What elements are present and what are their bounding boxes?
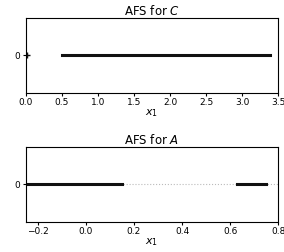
- Title: AFS for $A$: AFS for $A$: [124, 133, 179, 147]
- X-axis label: $x_1$: $x_1$: [145, 107, 158, 119]
- X-axis label: $x_1$: $x_1$: [145, 236, 158, 248]
- Title: AFS for $C$: AFS for $C$: [124, 4, 180, 18]
